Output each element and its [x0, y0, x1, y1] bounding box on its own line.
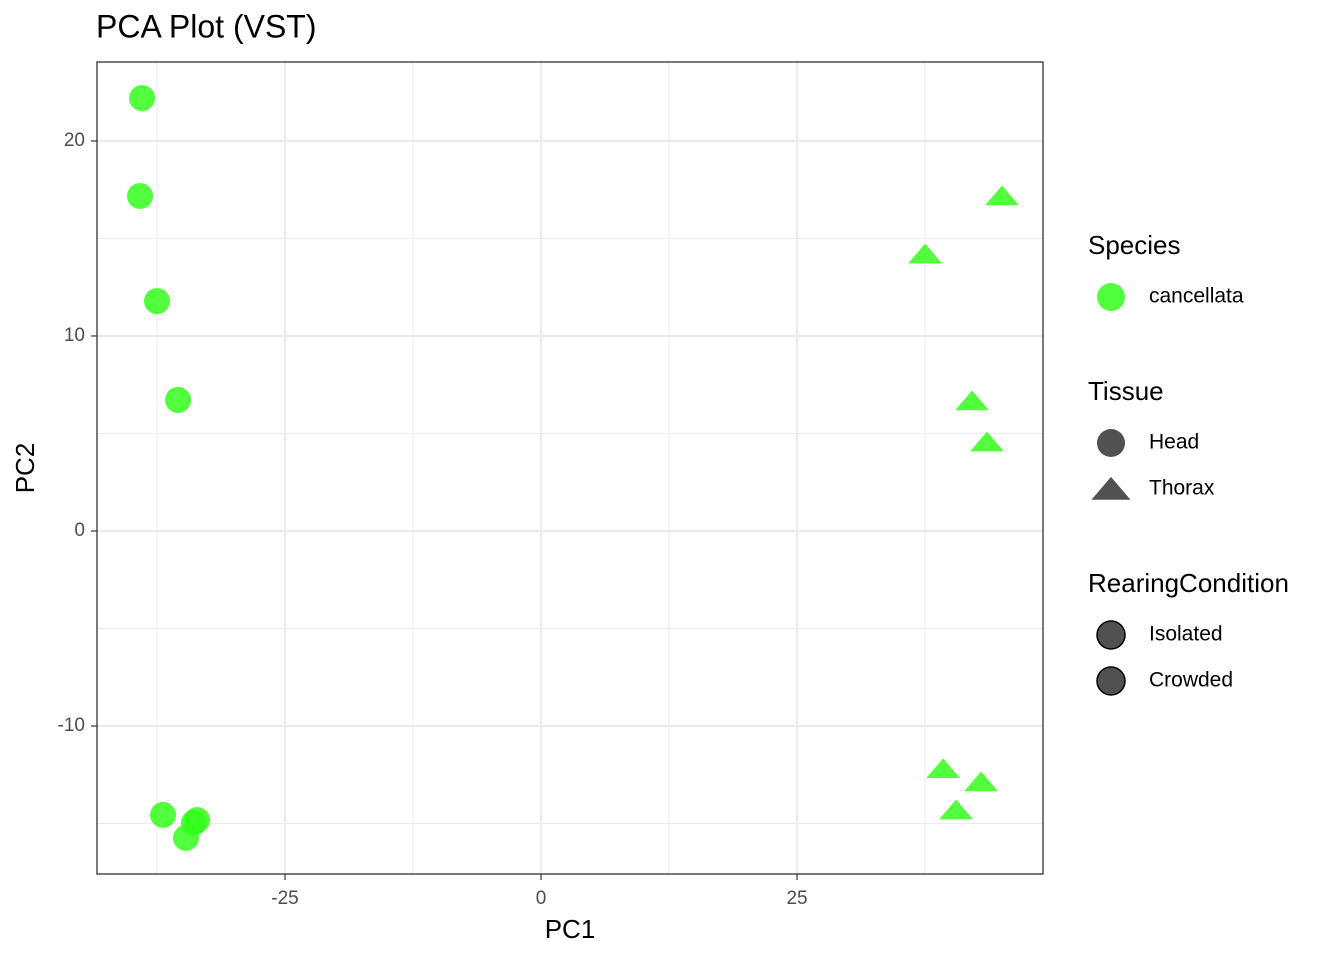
legend-symbol — [1091, 476, 1131, 500]
legend-title: Tissue — [1088, 376, 1164, 406]
x-axis-title: PC1 — [545, 914, 596, 944]
legend-symbol — [1097, 429, 1125, 457]
legend-label: cancellata — [1149, 285, 1244, 308]
legend-symbol — [1097, 283, 1125, 311]
legend-symbol — [1096, 666, 1126, 696]
point — [165, 386, 192, 413]
point — [985, 185, 1019, 206]
x-tick-label: 0 — [536, 888, 547, 909]
point — [172, 824, 199, 851]
plot-border — [96, 61, 1044, 875]
y-tick-label: -10 — [58, 715, 85, 736]
x-tick-label: 25 — [786, 888, 807, 909]
point — [970, 431, 1004, 452]
point — [127, 182, 154, 209]
legend-label: Crowded — [1149, 669, 1233, 692]
point — [129, 85, 156, 112]
point — [908, 243, 942, 264]
point — [955, 390, 989, 411]
point — [939, 799, 973, 820]
legend-title: Species — [1088, 230, 1181, 260]
legend-title: RearingCondition — [1088, 568, 1289, 598]
point — [150, 801, 177, 828]
y-tick-label: 10 — [64, 325, 85, 346]
chart-title: PCA Plot (VST) — [96, 8, 317, 44]
point — [144, 288, 171, 315]
legend-label: Isolated — [1149, 623, 1223, 646]
point — [964, 771, 998, 792]
y-tick-label: 20 — [64, 130, 85, 151]
y-tick-label: 0 — [74, 520, 85, 541]
legend-label: Head — [1149, 431, 1199, 454]
legend-label: Thorax — [1149, 477, 1215, 500]
y-axis-title: PC2 — [10, 443, 40, 494]
point — [926, 758, 960, 779]
legend-symbol — [1096, 620, 1126, 650]
x-tick-label: -25 — [271, 888, 298, 909]
